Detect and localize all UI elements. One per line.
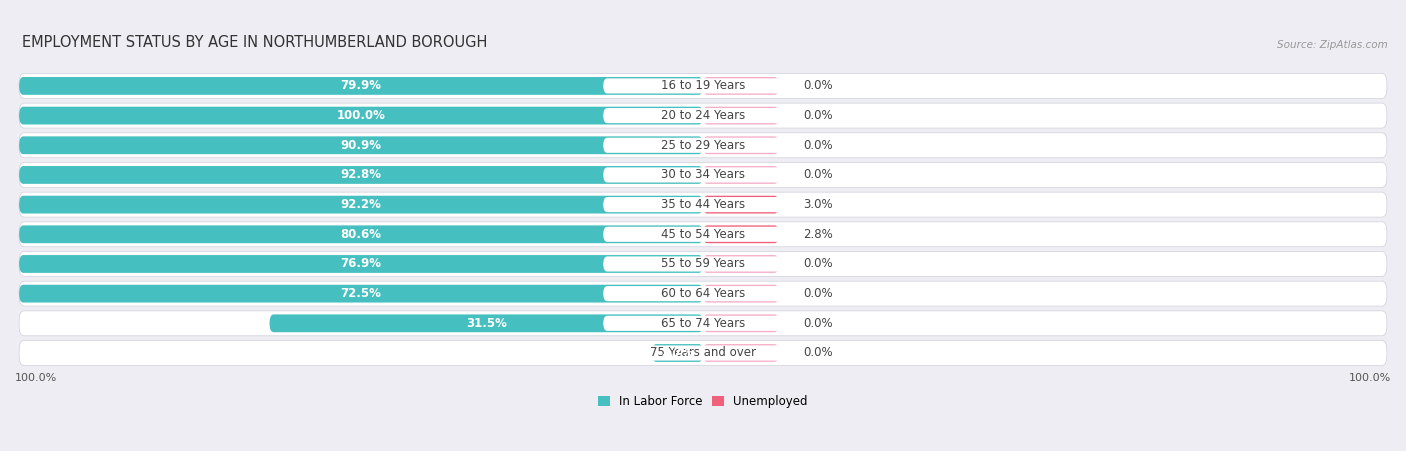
Text: 0.0%: 0.0%	[803, 346, 834, 359]
FancyBboxPatch shape	[20, 196, 703, 213]
Text: 30 to 34 Years: 30 to 34 Years	[661, 168, 745, 181]
FancyBboxPatch shape	[703, 344, 779, 362]
FancyBboxPatch shape	[703, 136, 779, 154]
FancyBboxPatch shape	[603, 345, 803, 360]
FancyBboxPatch shape	[20, 136, 703, 154]
Text: 31.5%: 31.5%	[465, 317, 506, 330]
FancyBboxPatch shape	[20, 285, 703, 303]
FancyBboxPatch shape	[603, 167, 803, 183]
FancyBboxPatch shape	[703, 255, 779, 273]
FancyBboxPatch shape	[603, 78, 803, 93]
Text: 3.7%: 3.7%	[661, 346, 693, 359]
FancyBboxPatch shape	[603, 138, 803, 153]
Text: 100.0%: 100.0%	[1348, 373, 1391, 383]
Text: 25 to 29 Years: 25 to 29 Years	[661, 139, 745, 152]
FancyBboxPatch shape	[703, 196, 779, 213]
FancyBboxPatch shape	[20, 103, 1386, 128]
Text: 100.0%: 100.0%	[336, 109, 385, 122]
FancyBboxPatch shape	[703, 314, 779, 332]
FancyBboxPatch shape	[20, 341, 1386, 365]
Text: EMPLOYMENT STATUS BY AGE IN NORTHUMBERLAND BOROUGH: EMPLOYMENT STATUS BY AGE IN NORTHUMBERLA…	[22, 35, 488, 50]
FancyBboxPatch shape	[703, 226, 779, 243]
FancyBboxPatch shape	[703, 285, 779, 303]
FancyBboxPatch shape	[20, 162, 1386, 188]
Text: 76.9%: 76.9%	[340, 258, 381, 271]
Text: 0.0%: 0.0%	[803, 139, 834, 152]
FancyBboxPatch shape	[20, 107, 703, 124]
Text: 55 to 59 Years: 55 to 59 Years	[661, 258, 745, 271]
FancyBboxPatch shape	[603, 316, 803, 331]
Text: 92.2%: 92.2%	[340, 198, 381, 211]
Text: 72.5%: 72.5%	[340, 287, 381, 300]
Text: Source: ZipAtlas.com: Source: ZipAtlas.com	[1278, 40, 1388, 50]
FancyBboxPatch shape	[603, 227, 803, 242]
FancyBboxPatch shape	[20, 133, 1386, 158]
FancyBboxPatch shape	[20, 281, 1386, 306]
FancyBboxPatch shape	[270, 314, 703, 332]
FancyBboxPatch shape	[603, 108, 803, 123]
Legend: In Labor Force, Unemployed: In Labor Force, Unemployed	[593, 391, 813, 413]
FancyBboxPatch shape	[703, 107, 779, 124]
Text: 0.0%: 0.0%	[803, 168, 834, 181]
Text: 0.0%: 0.0%	[803, 258, 834, 271]
Text: 100.0%: 100.0%	[15, 373, 58, 383]
FancyBboxPatch shape	[20, 74, 1386, 98]
Text: 92.8%: 92.8%	[340, 168, 381, 181]
FancyBboxPatch shape	[20, 192, 1386, 217]
Text: 75 Years and over: 75 Years and over	[650, 346, 756, 359]
FancyBboxPatch shape	[603, 257, 803, 272]
Text: 3.0%: 3.0%	[803, 198, 834, 211]
Text: 65 to 74 Years: 65 to 74 Years	[661, 317, 745, 330]
Text: 0.0%: 0.0%	[803, 109, 834, 122]
Text: 79.9%: 79.9%	[340, 79, 381, 92]
FancyBboxPatch shape	[20, 77, 703, 95]
Text: 35 to 44 Years: 35 to 44 Years	[661, 198, 745, 211]
Text: 16 to 19 Years: 16 to 19 Years	[661, 79, 745, 92]
Text: 2.8%: 2.8%	[803, 228, 834, 241]
FancyBboxPatch shape	[20, 311, 1386, 336]
FancyBboxPatch shape	[652, 344, 703, 362]
Text: 45 to 54 Years: 45 to 54 Years	[661, 228, 745, 241]
Text: 20 to 24 Years: 20 to 24 Years	[661, 109, 745, 122]
Text: 0.0%: 0.0%	[803, 317, 834, 330]
Text: 0.0%: 0.0%	[803, 287, 834, 300]
FancyBboxPatch shape	[20, 252, 1386, 276]
FancyBboxPatch shape	[20, 226, 703, 243]
Text: 0.0%: 0.0%	[803, 79, 834, 92]
FancyBboxPatch shape	[20, 222, 1386, 247]
FancyBboxPatch shape	[703, 77, 779, 95]
FancyBboxPatch shape	[603, 286, 803, 301]
Text: 60 to 64 Years: 60 to 64 Years	[661, 287, 745, 300]
FancyBboxPatch shape	[20, 166, 703, 184]
Text: 80.6%: 80.6%	[340, 228, 381, 241]
FancyBboxPatch shape	[603, 197, 803, 212]
Text: 90.9%: 90.9%	[340, 139, 381, 152]
FancyBboxPatch shape	[20, 255, 703, 273]
FancyBboxPatch shape	[703, 166, 779, 184]
